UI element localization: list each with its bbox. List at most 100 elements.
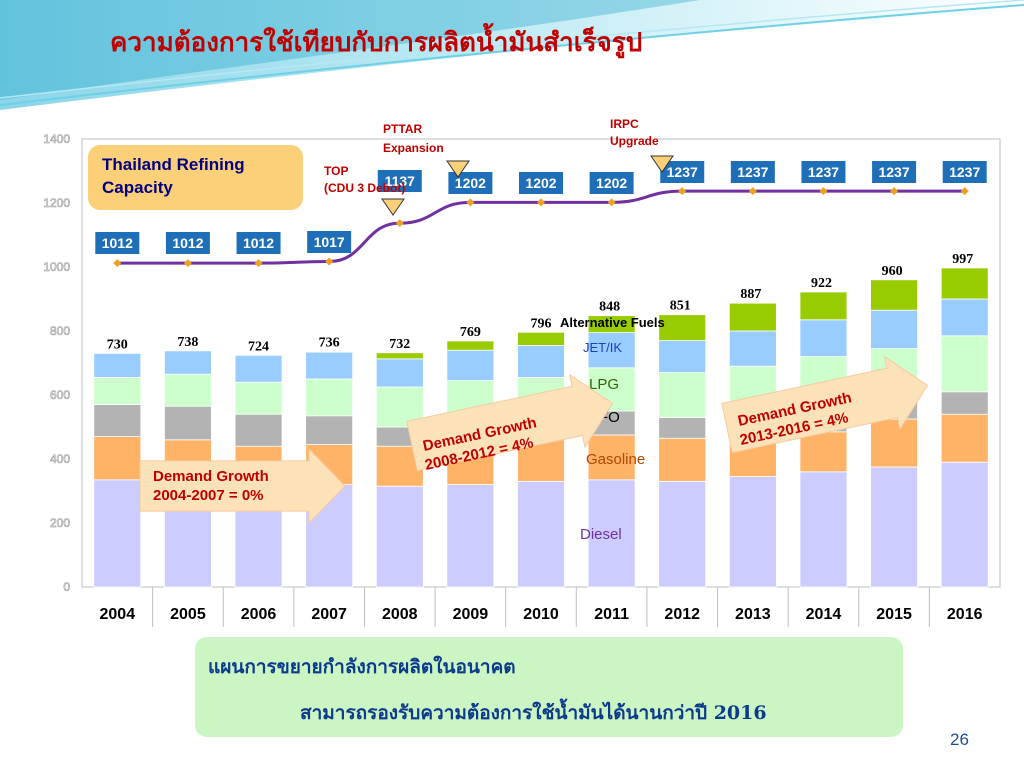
annotation-pttar-line2: Expansion xyxy=(383,141,444,155)
bar-segment-gasoline xyxy=(870,418,918,468)
capacity-label-box xyxy=(519,172,563,194)
capacity-label: 1237 xyxy=(737,164,768,180)
bar-segment-lpg xyxy=(164,373,212,407)
capacity-label-box xyxy=(165,232,210,254)
capacity-label: 1012 xyxy=(243,235,274,251)
y-tick-label: 200 xyxy=(50,516,70,530)
capacity-label-box xyxy=(307,231,352,253)
page-number: 26 xyxy=(950,730,969,749)
bar-segment-gasoline xyxy=(940,413,989,463)
summary-box xyxy=(195,637,903,737)
bar-segment-diesel xyxy=(940,461,989,588)
capacity-label-box xyxy=(236,232,281,254)
bar-segment-alternative-fuels xyxy=(305,351,354,353)
capacity-box-line1: Thailand Refining xyxy=(102,155,245,174)
series-label-lpg: LPG xyxy=(589,376,619,393)
demand-arrow-shape xyxy=(721,355,929,454)
bar-total-label: 796 xyxy=(531,316,552,331)
irpc-marker-icon xyxy=(650,155,674,173)
bar-total-label: 922 xyxy=(811,276,832,291)
capacity-point xyxy=(254,259,263,268)
annotation-top-line1: TOP xyxy=(324,164,348,178)
series-label-gasoline: Gasoline xyxy=(586,451,645,468)
capacity-label-box xyxy=(589,172,634,194)
bar-segment-lpg xyxy=(93,376,142,405)
x-tick-label: 2007 xyxy=(311,606,347,623)
x-tick-label: 2010 xyxy=(523,606,559,623)
bar-segment-fo xyxy=(164,405,212,441)
bar-segment-diesel xyxy=(446,484,495,588)
capacity-legend-box: Thailand Refining Capacity xyxy=(88,145,303,210)
capacity-label-box xyxy=(872,161,917,183)
capacity-point xyxy=(819,187,828,196)
x-tick-label: 2006 xyxy=(241,606,277,623)
bar-segment-diesel xyxy=(728,476,777,588)
capacity-label-box xyxy=(730,161,775,183)
bar-total-label: 887 xyxy=(740,287,761,302)
bar-segment-diesel xyxy=(517,480,565,588)
x-tick-label: 2009 xyxy=(453,606,489,623)
capacity-label-box xyxy=(660,161,705,183)
bar-segment-gasoline xyxy=(587,434,636,481)
capacity-point xyxy=(113,259,122,268)
capacity-label: 1237 xyxy=(878,164,909,180)
bar-segment-jet-ik xyxy=(305,351,354,380)
bar-segment-jet-ik xyxy=(446,349,495,382)
x-tick-label: 2004 xyxy=(100,606,136,623)
x-tick-label: 2014 xyxy=(806,606,842,623)
capacity-label: 1017 xyxy=(314,234,345,250)
x-tick-label: 2012 xyxy=(664,606,700,623)
capacity-label: 1237 xyxy=(808,164,839,180)
bar-segment-jet-ik xyxy=(587,332,636,369)
summary-line1: แผนการขยายกำลังการผลิตในอนาคต xyxy=(208,656,516,678)
bar-segment-jet-ik xyxy=(93,352,142,378)
series-label-alternative-fuels: Alternative Fuels xyxy=(560,315,665,330)
capacity-point xyxy=(607,198,616,207)
annotation-irpc-line1: IRPC xyxy=(610,117,639,131)
bar-segment-diesel xyxy=(93,479,142,588)
x-tick-label: 2008 xyxy=(382,606,418,623)
bar-total-label: 730 xyxy=(107,337,128,352)
y-tick-label: 600 xyxy=(50,388,70,402)
capacity-label-box xyxy=(801,161,846,183)
bar-total-label: 732 xyxy=(389,337,410,352)
bar-segment-fo xyxy=(658,416,707,439)
y-tick-label: 400 xyxy=(50,452,70,466)
bar-segment-diesel xyxy=(870,466,918,588)
bar-total-label: 769 xyxy=(460,325,481,340)
capacity-label-box xyxy=(448,172,493,194)
x-tick-label: 2015 xyxy=(876,606,912,623)
capacity-label: 1012 xyxy=(172,235,203,251)
capacity-label-box xyxy=(377,170,422,192)
bar-segment-alternative-fuels xyxy=(517,331,565,346)
capacity-label: 1237 xyxy=(667,164,698,180)
bar-segment-diesel xyxy=(799,471,848,588)
bar-segment-jet-ik xyxy=(164,350,212,375)
bar-total-label: 724 xyxy=(248,339,269,354)
bar-segment-lpg xyxy=(305,378,354,417)
demand-growth-2004-line2: 2004-2007 = 0% xyxy=(153,487,264,504)
bar-segment-alternative-fuels xyxy=(446,340,495,351)
series-label-jet: JET/IK xyxy=(583,340,622,355)
bar-segment-jet-ik xyxy=(658,340,707,374)
capacity-point xyxy=(466,198,475,207)
bar-segment-gasoline xyxy=(658,437,707,482)
bar-segment-fo xyxy=(93,404,142,438)
x-tick-label: 2013 xyxy=(735,606,771,623)
bar-total-label: 851 xyxy=(670,299,691,314)
capacity-label: 1202 xyxy=(596,175,627,191)
capacity-label: 1012 xyxy=(102,235,133,251)
bar-segment-diesel xyxy=(658,480,707,588)
capacity-label: 1137 xyxy=(385,173,416,189)
annotation-top-line2: (CDU 3 Debot) xyxy=(324,181,405,195)
bar-segment-jet-ik xyxy=(799,319,848,357)
capacity-label-box xyxy=(95,232,140,254)
summary-line2: สามารถรองรับความต้องการใช้น้ำมันได้นานกว… xyxy=(300,702,767,724)
bar-segment-gasoline xyxy=(93,436,142,481)
capacity-point xyxy=(395,219,404,228)
bar-segment-lpg xyxy=(234,381,283,415)
capacity-point xyxy=(678,187,687,196)
annotation-pttar-line1: PTTAR xyxy=(383,122,422,136)
capacity-box-line2: Capacity xyxy=(102,178,173,197)
